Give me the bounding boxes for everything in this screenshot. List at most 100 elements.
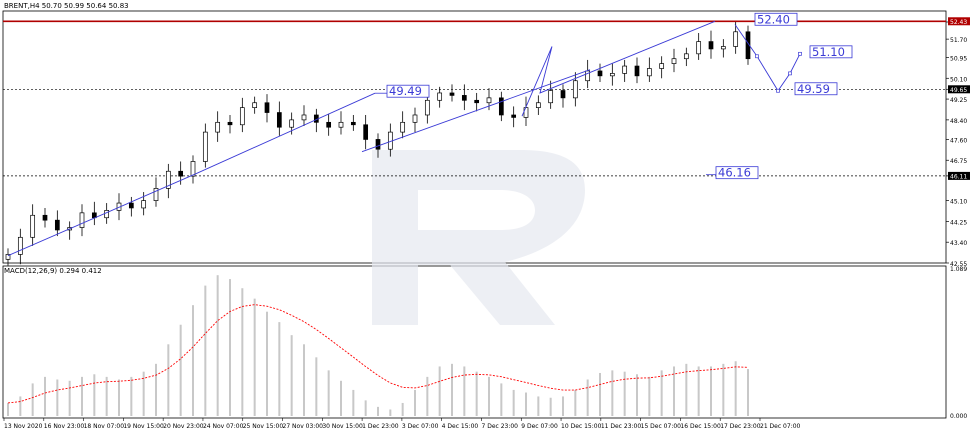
macd-histogram-bar (623, 371, 626, 416)
candle-body (634, 65, 640, 77)
macd-histogram-bar (549, 397, 552, 416)
annotation-4949: 49.49 (389, 84, 422, 98)
candle-body (511, 114, 517, 118)
candle-body (659, 63, 665, 69)
trend-line-lower-1 (7, 173, 197, 257)
support-price-badge (948, 171, 970, 180)
annotation-4959-box (794, 82, 838, 96)
macd-histogram-bar (438, 366, 441, 416)
macd-histogram-bar (105, 376, 108, 416)
macd-histogram-bar (155, 363, 157, 416)
macd-histogram-bar (475, 371, 478, 416)
macd-histogram-bar (81, 376, 83, 416)
price-axis-label: 46.75 (950, 158, 967, 165)
candle-body (363, 124, 369, 140)
time-axis-label: 9 Dec 07:00 (521, 423, 558, 430)
candle-body (696, 41, 702, 55)
macd-histogram-bar (636, 374, 638, 416)
candle-body (79, 212, 85, 228)
candle-body (733, 31, 739, 47)
time-axis-label: 21 Dec 07:00 (760, 423, 801, 430)
annotation-4616: 46.16 (718, 166, 751, 180)
forecast-path (734, 24, 801, 92)
candle-body (215, 121, 221, 133)
candle-body (178, 170, 184, 177)
macd-histogram-bar (525, 392, 527, 416)
time-axis-label: 24 Nov 07:00 (203, 423, 244, 430)
price-axis-label: 49.25 (950, 97, 967, 104)
forecast-point (798, 51, 802, 56)
candle-body (289, 119, 295, 128)
macd-header-label: MACD(12,26,9) 0.294 0.412 (4, 267, 102, 275)
macd-histogram-bar (216, 275, 219, 416)
macd-histogram-bar (648, 376, 651, 416)
macd-histogram-bar (290, 335, 293, 416)
macd-histogram-bar (537, 396, 540, 416)
macd-histogram-bar (229, 279, 231, 416)
macd-histogram-bar (697, 366, 700, 416)
candle-body (671, 58, 677, 64)
candle-body (239, 107, 245, 126)
candle-body (498, 97, 504, 116)
candle-body (535, 102, 541, 108)
macd-histogram-bar (352, 389, 355, 416)
macd-signal-line (7, 304, 749, 404)
macd-histogram-bar (710, 366, 712, 416)
candle-body (338, 121, 344, 128)
macd-histogram-bar (512, 389, 515, 416)
macd-histogram-bar (673, 366, 675, 416)
macd-histogram-bar (179, 324, 182, 416)
resistance-price-badge (948, 17, 970, 26)
price-axis-label: 51.70 (950, 37, 967, 44)
chart-header-label: BRENT,H4 50.70 50.99 50.64 50.83 (4, 2, 129, 10)
price-axis-label: 50.95 (950, 55, 967, 62)
time-axis-label: 11 Dec 23:00 (601, 423, 642, 430)
candle-body (572, 80, 578, 99)
macd-histogram-bar (488, 376, 490, 416)
candle-body (42, 214, 48, 221)
forecast-point (755, 54, 759, 59)
macd-histogram-bar (414, 389, 416, 416)
macd-histogram-bar (93, 374, 96, 416)
macd-axis-label: 0.000 (950, 413, 967, 420)
time-axis-label: 10 Dec 15:00 (561, 423, 602, 430)
candle-body (141, 200, 147, 209)
candle-body (252, 102, 258, 108)
macd-histogram-bar (253, 298, 256, 416)
main-panel-frame (2, 10, 947, 264)
forecast-point (788, 71, 792, 76)
macd-histogram-bar (500, 383, 503, 416)
macd-histogram-bar (389, 409, 392, 416)
macd-histogram-bar (747, 369, 749, 416)
macd-histogram-bar (340, 380, 342, 416)
macd-histogram-bar (142, 371, 145, 416)
annotation-5240-box (754, 12, 798, 26)
candle-body (30, 214, 36, 238)
macd-histogram-bar (167, 344, 170, 416)
annotation-5110-box (809, 45, 853, 59)
resistance-price-label: 52.43 (950, 19, 967, 26)
candle-body (190, 161, 196, 177)
price-axis-label: 47.60 (950, 137, 967, 144)
candle-body (646, 68, 652, 77)
candle-body (375, 139, 381, 150)
candle-body (326, 121, 332, 128)
candle-body (486, 97, 492, 104)
candle-body (350, 121, 356, 126)
annotation-4616-box (715, 166, 759, 180)
forecast-point (776, 88, 780, 93)
macd-histogram-bar (401, 402, 404, 416)
time-axis-label: 17 Dec 23:00 (720, 423, 761, 430)
price-axis-label: 43.40 (950, 240, 967, 247)
candle-body (400, 121, 406, 133)
macd-histogram-bar (327, 370, 330, 416)
time-axis-label: 15 Dec 07:00 (641, 423, 682, 430)
macd-histogram-bar (586, 379, 589, 416)
macd-histogram-bar (204, 285, 207, 416)
candle-body (17, 236, 23, 255)
time-axis-label: 4 Dec 15:00 (442, 423, 479, 430)
macd-histogram-bar (734, 361, 737, 416)
annotation-4949-box (386, 84, 430, 98)
candle-body (227, 121, 233, 126)
annotation-5110: 51.10 (812, 45, 845, 59)
